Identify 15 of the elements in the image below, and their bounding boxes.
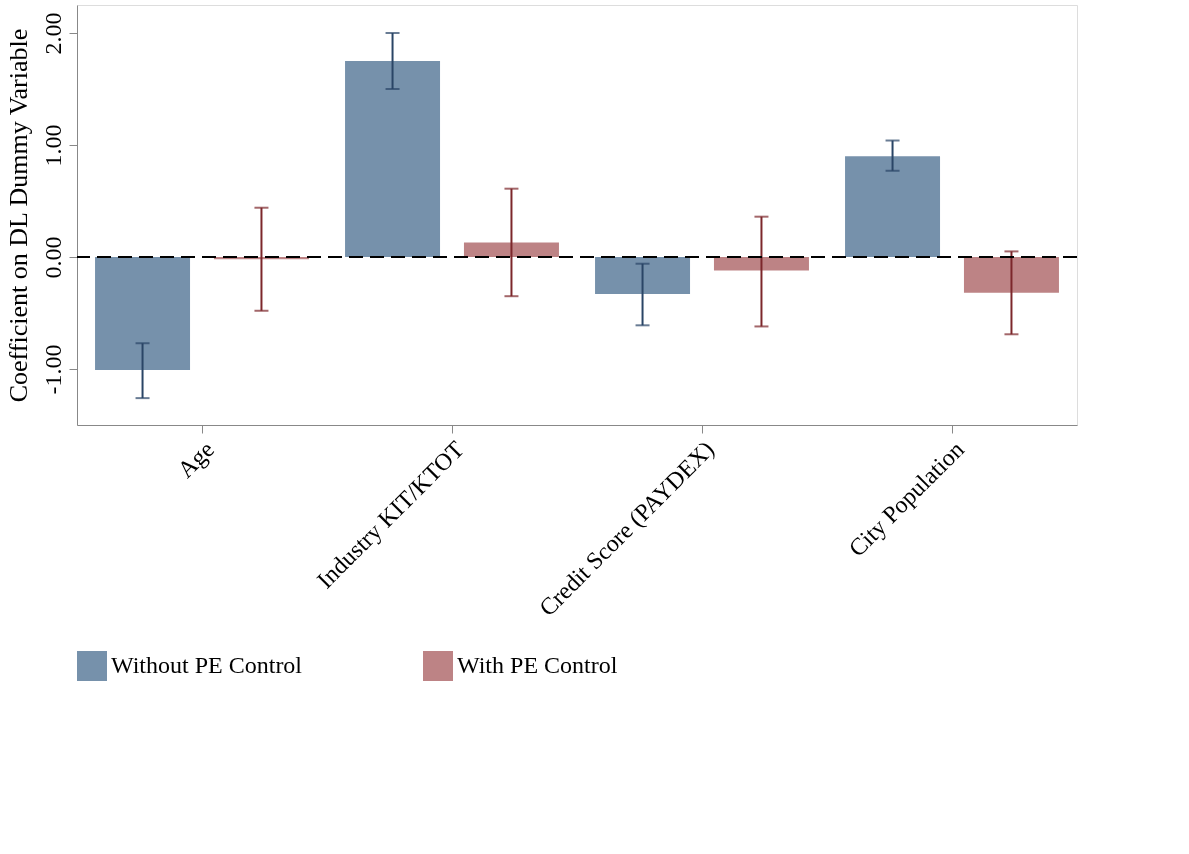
y-tick-label: -1.00 [39,344,66,395]
bar [345,61,441,257]
bar [845,156,941,257]
bar [463,242,559,257]
legend-label: Without PE Control [111,652,303,678]
y-tick-label: 1.00 [39,124,66,167]
y-axis-title: Coefficient on DL Dummy Variable [3,28,33,403]
bar [595,257,691,294]
y-tick-label: 2.00 [39,12,66,55]
bar [713,257,809,271]
x-tick-label: Age [172,436,219,483]
legend-label: With PE Control [457,652,618,678]
y-tick-label: 0.00 [39,236,66,279]
bar [95,257,191,371]
bar [963,257,1059,293]
